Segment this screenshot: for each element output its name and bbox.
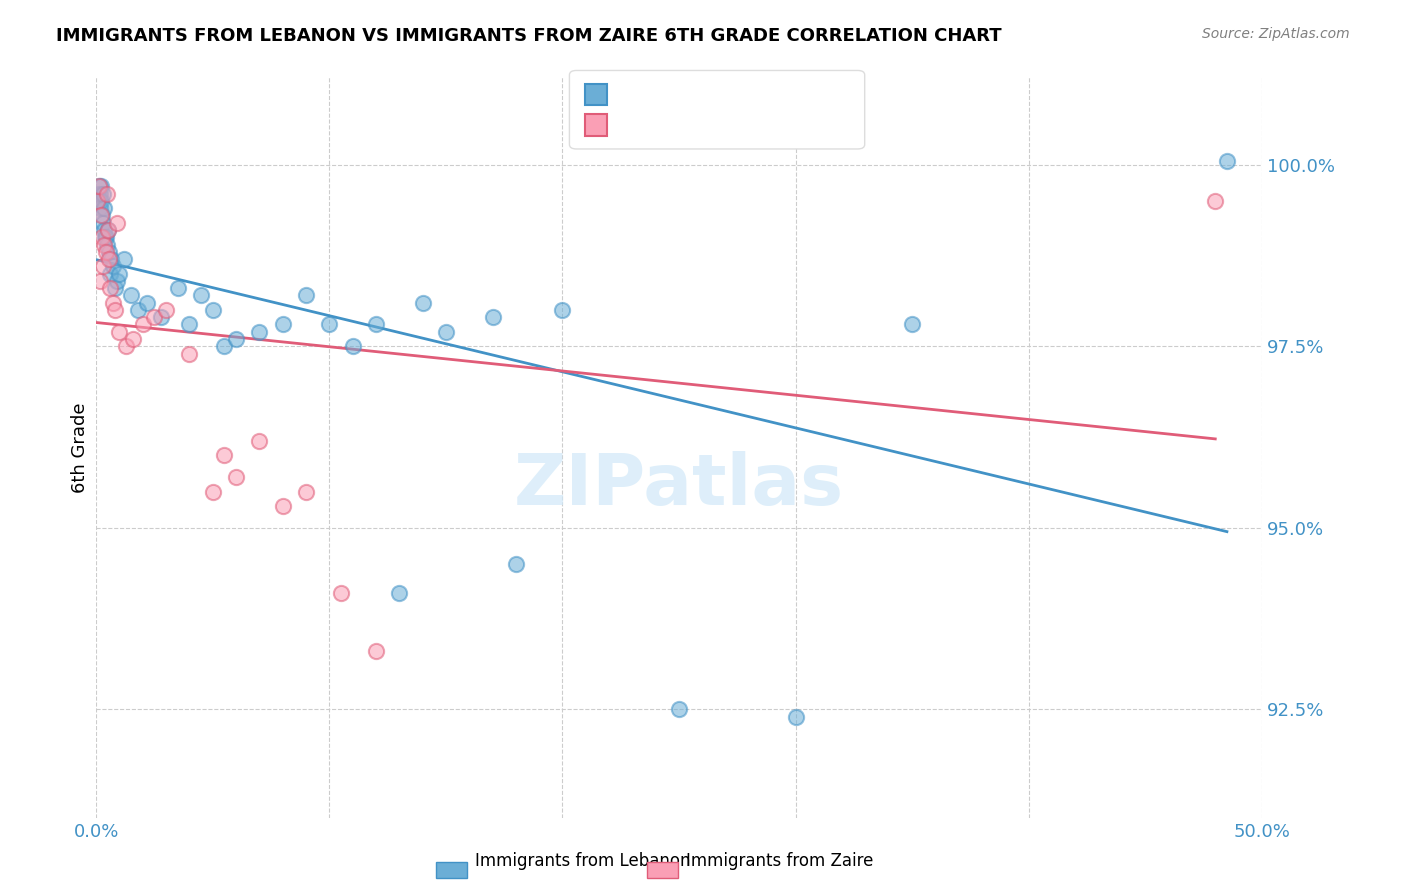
- Point: [120, 288, 142, 302]
- Point: [136, 295, 159, 310]
- Point: [127, 302, 149, 317]
- Point: [412, 295, 434, 310]
- Point: [104, 302, 127, 317]
- Point: [271, 318, 294, 332]
- Point: [98, 267, 121, 281]
- Text: IMMIGRANTS FROM LEBANON VS IMMIGRANTS FROM ZAIRE 6TH GRADE CORRELATION CHART: IMMIGRANTS FROM LEBANON VS IMMIGRANTS FR…: [56, 27, 1002, 45]
- Point: [108, 325, 131, 339]
- Point: [86, 194, 108, 208]
- Point: [179, 318, 201, 332]
- Point: [86, 194, 108, 208]
- Point: [115, 339, 138, 353]
- Point: [96, 186, 118, 201]
- Point: [505, 557, 527, 571]
- Point: [90, 179, 112, 194]
- Point: [122, 332, 145, 346]
- Point: [295, 484, 318, 499]
- Point: [150, 310, 173, 325]
- Point: [1204, 194, 1226, 208]
- Text: R = 0.222   N = 51: R = 0.222 N = 51: [616, 92, 801, 111]
- Point: [100, 252, 122, 266]
- Point: [94, 230, 117, 244]
- Point: [364, 644, 387, 658]
- Point: [98, 281, 121, 295]
- Point: [93, 201, 115, 215]
- Point: [90, 209, 112, 223]
- Point: [94, 244, 117, 259]
- Text: ZIPatlas: ZIPatlas: [515, 450, 844, 519]
- Point: [87, 194, 110, 208]
- Point: [87, 179, 110, 194]
- Point: [434, 325, 457, 339]
- Point: [87, 186, 110, 201]
- Point: [89, 274, 111, 288]
- Point: [481, 310, 503, 325]
- Point: [201, 302, 224, 317]
- Point: [91, 209, 114, 223]
- Point: [93, 223, 115, 237]
- Point: [225, 332, 247, 346]
- Point: [105, 274, 128, 288]
- Point: [271, 499, 294, 513]
- Point: [1216, 153, 1239, 168]
- Point: [179, 346, 201, 360]
- Point: [295, 288, 318, 302]
- Point: [97, 223, 120, 237]
- Point: [318, 318, 340, 332]
- Text: R = 0.407   N = 31: R = 0.407 N = 31: [616, 122, 801, 141]
- Point: [98, 252, 121, 266]
- Point: [94, 230, 117, 244]
- Point: [166, 281, 188, 295]
- Point: [98, 244, 121, 259]
- Point: [214, 339, 236, 353]
- Point: [225, 470, 247, 484]
- Point: [364, 318, 387, 332]
- Point: [87, 179, 110, 194]
- Point: [101, 260, 124, 274]
- Point: [143, 310, 166, 325]
- Point: [551, 302, 574, 317]
- Point: [91, 186, 114, 201]
- Point: [104, 281, 127, 295]
- Point: [89, 186, 111, 201]
- Point: [668, 702, 690, 716]
- Point: [91, 216, 114, 230]
- Y-axis label: 6th Grade: 6th Grade: [72, 402, 89, 493]
- Point: [342, 339, 364, 353]
- Point: [247, 434, 270, 448]
- Point: [108, 267, 131, 281]
- Point: [112, 252, 135, 266]
- Point: [101, 295, 124, 310]
- Point: [190, 288, 212, 302]
- Point: [97, 223, 120, 237]
- Point: [214, 448, 236, 462]
- Text: Immigrants from Lebanon: Immigrants from Lebanon: [475, 852, 690, 870]
- Point: [132, 318, 155, 332]
- Point: [91, 260, 114, 274]
- Point: [155, 302, 177, 317]
- Point: [901, 318, 924, 332]
- Point: [330, 586, 353, 600]
- Point: [90, 194, 112, 208]
- Point: [105, 216, 128, 230]
- Point: [785, 710, 807, 724]
- Point: [96, 237, 118, 252]
- Text: Immigrants from Zaire: Immigrants from Zaire: [686, 852, 873, 870]
- Point: [91, 230, 114, 244]
- Point: [388, 586, 411, 600]
- Point: [89, 201, 111, 215]
- Point: [201, 484, 224, 499]
- Point: [247, 325, 270, 339]
- Point: [93, 237, 115, 252]
- Text: Source: ZipAtlas.com: Source: ZipAtlas.com: [1202, 27, 1350, 41]
